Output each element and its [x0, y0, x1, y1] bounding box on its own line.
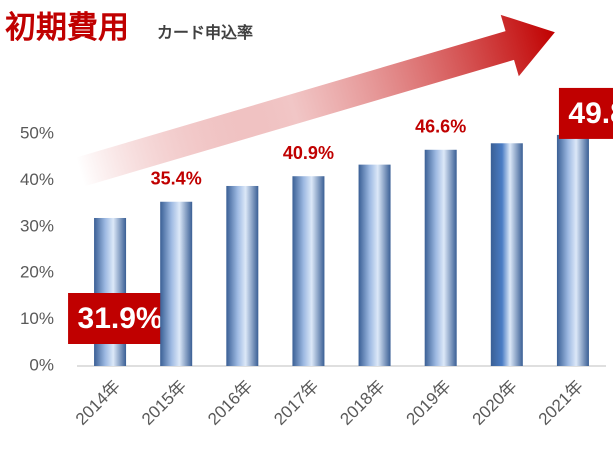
y-tick-label: 40% [20, 170, 54, 189]
x-tick-label: 2019年 [402, 377, 454, 429]
bar [556, 134, 589, 366]
y-tick-label: 10% [20, 309, 54, 328]
x-tick-label: 2016年 [204, 377, 256, 429]
x-tick-label: 2015年 [138, 377, 190, 429]
chart-title: 初期費用 [5, 10, 129, 45]
x-tick-label: 2018年 [336, 377, 388, 429]
bar [226, 185, 259, 366]
value-label-box [68, 293, 173, 344]
value-label-box [558, 87, 613, 139]
y-tick-label: 20% [20, 263, 54, 282]
value-label: 40.9% [283, 143, 334, 163]
bar [490, 143, 523, 366]
bar [358, 164, 391, 366]
value-label: 46.6% [415, 117, 466, 137]
y-tick-label: 50% [20, 123, 54, 142]
y-tick-label: 30% [20, 216, 54, 235]
y-tick-label: 0% [29, 355, 54, 374]
trend-arrow [75, 14, 555, 187]
bar [160, 201, 193, 366]
value-label: 35.4% [151, 168, 202, 188]
x-tick-label: 2021年 [535, 377, 587, 429]
x-tick-label: 2017年 [270, 377, 322, 429]
chart-subtitle: カード申込率 [157, 23, 253, 42]
bar [292, 176, 325, 366]
value-label: 31.9% [78, 302, 163, 335]
value-label: 49.8% [568, 97, 613, 130]
x-tick-label: 2020年 [469, 377, 521, 429]
x-tick-label: 2014年 [72, 377, 124, 429]
bar [424, 149, 457, 366]
